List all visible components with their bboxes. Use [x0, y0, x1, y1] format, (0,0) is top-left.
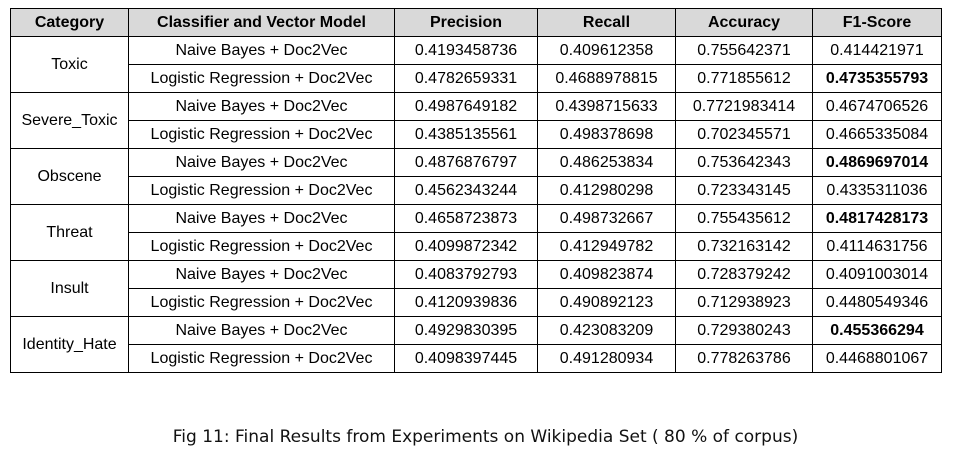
cell-precision: 0.4929830395	[394, 316, 538, 345]
table-row: Logistic Regression + Doc2Vec 0.438513556…	[11, 120, 942, 149]
cell-f1: 0.4869697014	[812, 148, 942, 177]
cell-model: Logistic Regression + Doc2Vec	[128, 176, 395, 205]
cell-f1: 0.4674706526	[812, 92, 942, 121]
cell-f1: 0.455366294	[812, 316, 942, 345]
table-header-row: Category Classifier and Vector Model Pre…	[10, 8, 942, 37]
cell-accuracy: 0.723343145	[675, 176, 813, 205]
table-row: Logistic Regression + Doc2Vec 0.456234324…	[11, 176, 942, 205]
cell-model: Logistic Regression + Doc2Vec	[128, 344, 395, 373]
cell-model: Logistic Regression + Doc2Vec	[128, 232, 395, 261]
cell-model: Naive Bayes + Doc2Vec	[128, 316, 395, 345]
cell-recall: 0.4398715633	[537, 92, 676, 121]
cell-recall: 0.409823874	[537, 260, 676, 289]
cell-model: Logistic Regression + Doc2Vec	[128, 64, 395, 93]
cell-accuracy: 0.729380243	[675, 316, 813, 345]
cell-category: Identity_Hate	[10, 316, 129, 373]
cell-f1: 0.4335311036	[812, 176, 942, 205]
cell-precision: 0.4987649182	[394, 92, 538, 121]
header-f1-score: F1-Score	[812, 8, 942, 37]
results-table-container: Category Classifier and Vector Model Pre…	[10, 8, 942, 373]
header-category: Category	[10, 8, 129, 37]
cell-model: Logistic Regression + Doc2Vec	[128, 288, 395, 317]
cell-recall: 0.491280934	[537, 344, 676, 373]
cell-model: Naive Bayes + Doc2Vec	[128, 92, 395, 121]
cell-accuracy: 0.712938923	[675, 288, 813, 317]
table-row: Severe_Toxic Naive Bayes + Doc2Vec 0.49876…	[10, 92, 942, 149]
table-row: Insult Naive Bayes + Doc2Vec 0.4083792793 0…	[10, 260, 942, 317]
table-row: Threat Naive Bayes + Doc2Vec 0.4658723873 0…	[10, 204, 942, 261]
table-row: Logistic Regression + Doc2Vec 0.409987234…	[11, 232, 942, 261]
cell-precision: 0.4658723873	[394, 204, 538, 233]
table-row: Logistic Regression + Doc2Vec 0.478265933…	[11, 64, 942, 93]
figure-caption: Fig 11: Final Results from Experiments o…	[172, 427, 799, 447]
results-table: Category Classifier and Vector Model Pre…	[10, 8, 942, 373]
cell-recall: 0.490892123	[537, 288, 676, 317]
cell-accuracy: 0.753642343	[675, 148, 813, 177]
header-precision: Precision	[394, 8, 538, 37]
cell-category: Threat	[10, 204, 129, 261]
table-row: Obscene Naive Bayes + Doc2Vec 0.4876876797…	[10, 148, 942, 205]
header-recall: Recall	[537, 8, 676, 37]
table-body: Toxic Naive Bayes + Doc2Vec 0.4193458736 0.…	[10, 36, 942, 373]
cell-f1: 0.4468801067	[812, 344, 942, 373]
cell-model: Naive Bayes + Doc2Vec	[128, 260, 395, 289]
cell-category: Insult	[10, 260, 129, 317]
cell-accuracy: 0.755435612	[675, 204, 813, 233]
table-row: Logistic Regression + Doc2Vec 0.409839744…	[11, 344, 942, 373]
cell-recall: 0.486253834	[537, 148, 676, 177]
cell-f1: 0.4735355793	[812, 64, 942, 93]
cell-category: Obscene	[10, 148, 129, 205]
cell-f1: 0.4091003014	[812, 260, 942, 289]
cell-recall: 0.409612358	[537, 36, 676, 65]
cell-accuracy: 0.732163142	[675, 232, 813, 261]
cell-accuracy: 0.771855612	[675, 64, 813, 93]
cell-recall: 0.498378698	[537, 120, 676, 149]
cell-recall: 0.4688978815	[537, 64, 676, 93]
cell-model: Naive Bayes + Doc2Vec	[128, 148, 395, 177]
table-row: Toxic Naive Bayes + Doc2Vec 0.4193458736 0.…	[10, 36, 942, 93]
cell-accuracy: 0.778263786	[675, 344, 813, 373]
cell-accuracy: 0.7721983414	[675, 92, 813, 121]
cell-f1: 0.4480549346	[812, 288, 942, 317]
cell-accuracy: 0.728379242	[675, 260, 813, 289]
cell-precision: 0.4876876797	[394, 148, 538, 177]
table-row: Logistic Regression + Doc2Vec 0.412093983…	[11, 288, 942, 317]
cell-model: Logistic Regression + Doc2Vec	[128, 120, 395, 149]
cell-precision: 0.4120939836	[394, 288, 538, 317]
table-row: Identity_Hate Naive Bayes + Doc2Vec 0.4929…	[10, 316, 942, 373]
header-classifier-model: Classifier and Vector Model	[128, 8, 395, 37]
cell-recall: 0.498732667	[537, 204, 676, 233]
cell-precision: 0.4562343244	[394, 176, 538, 205]
cell-precision: 0.4385135561	[394, 120, 538, 149]
cell-model: Naive Bayes + Doc2Vec	[128, 36, 395, 65]
cell-precision: 0.4099872342	[394, 232, 538, 261]
cell-precision: 0.4782659331	[394, 64, 538, 93]
cell-f1: 0.4114631756	[812, 232, 942, 261]
cell-precision: 0.4083792793	[394, 260, 538, 289]
cell-precision: 0.4098397445	[394, 344, 538, 373]
cell-category: Toxic	[10, 36, 129, 93]
cell-recall: 0.412980298	[537, 176, 676, 205]
cell-category: Severe_Toxic	[10, 92, 129, 149]
cell-accuracy: 0.702345571	[675, 120, 813, 149]
cell-accuracy: 0.755642371	[675, 36, 813, 65]
cell-f1: 0.4817428173	[812, 204, 942, 233]
cell-precision: 0.4193458736	[394, 36, 538, 65]
cell-f1: 0.4665335084	[812, 120, 942, 149]
cell-model: Naive Bayes + Doc2Vec	[128, 204, 395, 233]
cell-f1: 0.414421971	[812, 36, 942, 65]
cell-recall: 0.412949782	[537, 232, 676, 261]
header-accuracy: Accuracy	[675, 8, 813, 37]
cell-recall: 0.423083209	[537, 316, 676, 345]
